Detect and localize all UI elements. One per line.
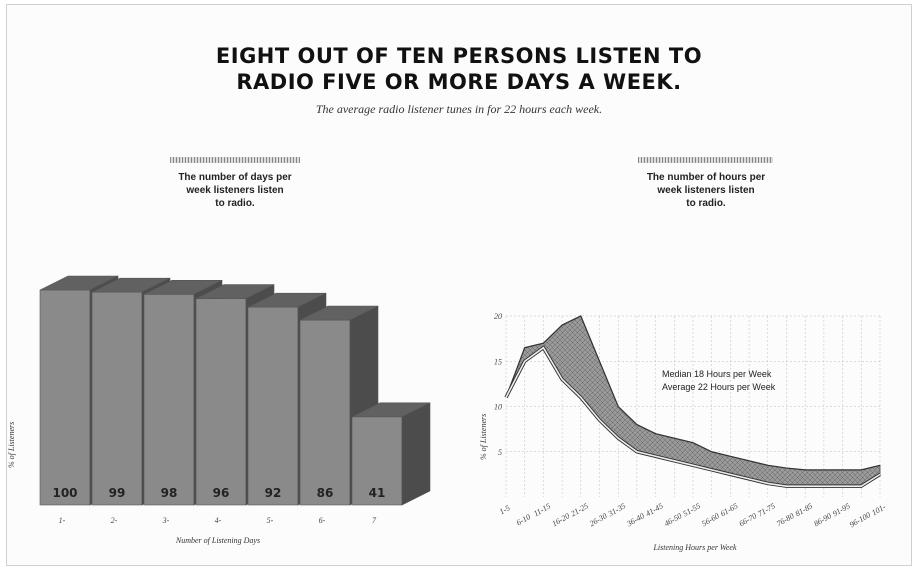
x-tick-label: 56-60 bbox=[700, 511, 721, 528]
x-tick-label: 21-25 bbox=[569, 501, 590, 518]
x-tick-label: 41-45 bbox=[644, 501, 665, 518]
legend-median: Median 18 Hours per Week bbox=[662, 369, 772, 379]
x-tick-label: 86-90 bbox=[812, 511, 833, 528]
x-tick-label: 101- bbox=[870, 502, 887, 517]
x-tick-label: 71-75 bbox=[756, 501, 777, 518]
x-tick-label: 81-85 bbox=[794, 501, 815, 518]
x-tick-label: 61-65 bbox=[719, 501, 740, 518]
area-chart-ylabel: % of Listeners bbox=[479, 414, 488, 460]
y-tick-label: 20 bbox=[494, 312, 502, 321]
x-tick-label: 26-30 bbox=[588, 511, 609, 528]
legend-average: Average 22 Hours per Week bbox=[662, 382, 776, 392]
x-tick-label: 1-5 bbox=[498, 503, 512, 516]
x-tick-label: 16-20 bbox=[551, 511, 572, 528]
y-tick-label: 10 bbox=[494, 403, 502, 412]
x-tick-label: 91-95 bbox=[831, 501, 852, 518]
x-tick-label: 46-50 bbox=[663, 511, 684, 528]
y-tick-label: 15 bbox=[494, 357, 502, 366]
y-tick-label: 5 bbox=[498, 448, 502, 457]
x-tick-label: 36-40 bbox=[624, 511, 646, 529]
x-tick-label: 51-55 bbox=[681, 501, 702, 518]
x-tick-label: 11-15 bbox=[532, 501, 552, 518]
area-chart-xlabel: Listening Hours per Week bbox=[652, 543, 736, 552]
x-tick-label: 6-10 bbox=[515, 512, 532, 527]
x-tick-label: 31-35 bbox=[606, 501, 628, 519]
x-tick-label: 96-100 bbox=[848, 510, 872, 529]
x-tick-label: 76-80 bbox=[775, 511, 796, 528]
x-tick-label: 66-70 bbox=[738, 511, 759, 528]
